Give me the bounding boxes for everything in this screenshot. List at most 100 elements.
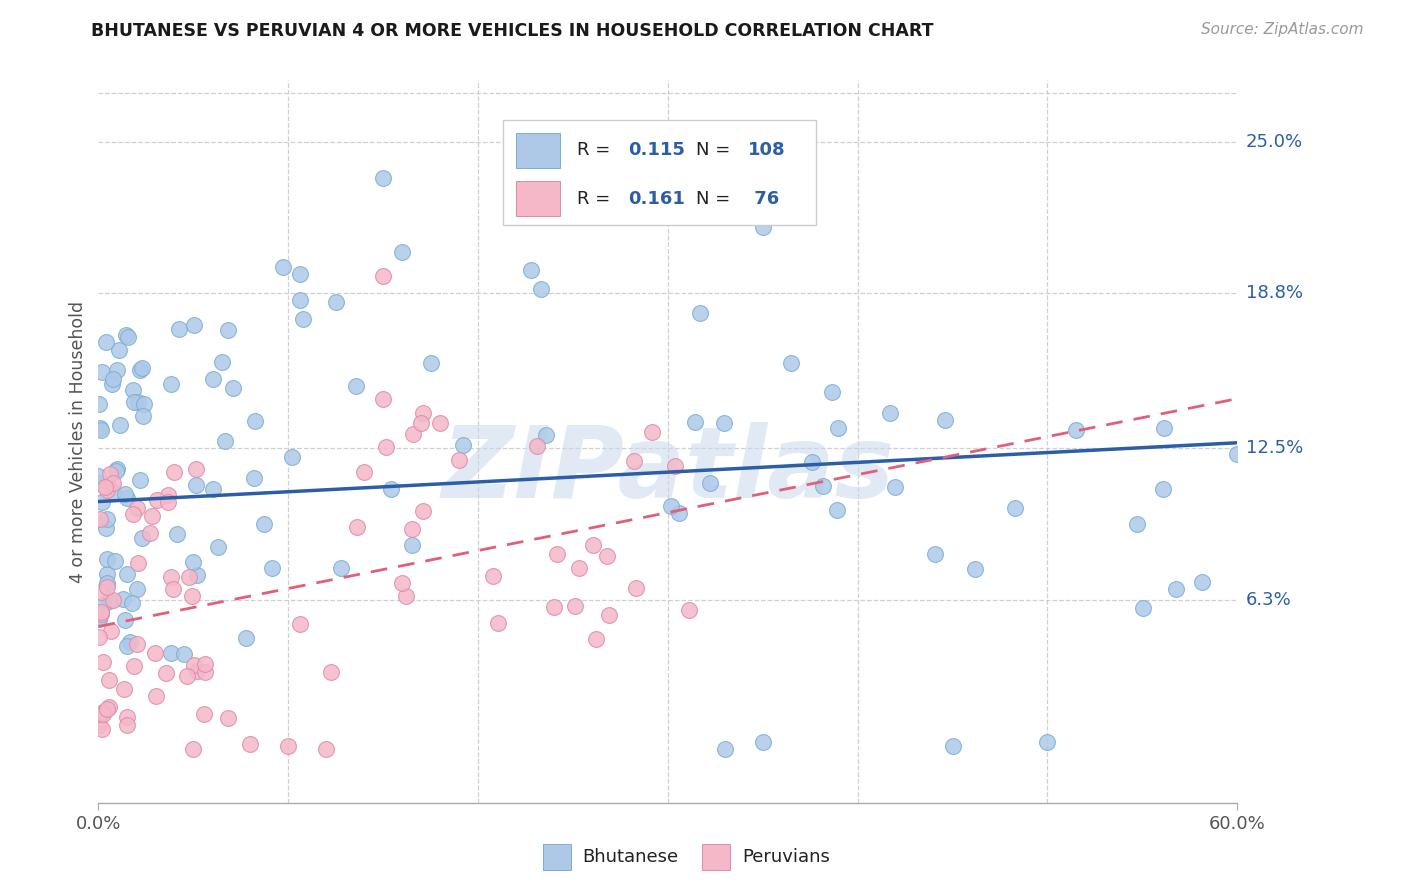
Point bbox=[520, 263, 543, 277]
Point bbox=[94, 335, 117, 350]
Point bbox=[371, 392, 394, 406]
Point bbox=[125, 500, 148, 515]
Point bbox=[253, 516, 276, 531]
Text: 18.8%: 18.8% bbox=[1246, 285, 1302, 302]
Point bbox=[243, 414, 266, 428]
Point bbox=[262, 561, 284, 575]
Point bbox=[117, 718, 139, 732]
Point bbox=[346, 520, 368, 534]
Point bbox=[641, 425, 664, 439]
Point bbox=[222, 381, 245, 395]
Point bbox=[131, 531, 153, 545]
Point bbox=[145, 690, 167, 704]
Point bbox=[115, 567, 138, 582]
Point bbox=[596, 549, 619, 563]
Point bbox=[193, 657, 215, 671]
Point bbox=[288, 268, 311, 282]
Point bbox=[271, 260, 294, 275]
Point bbox=[115, 491, 138, 505]
Text: N =: N = bbox=[696, 190, 737, 208]
Text: 0.115: 0.115 bbox=[628, 141, 685, 159]
Point bbox=[689, 306, 711, 320]
Point bbox=[114, 613, 136, 627]
Point bbox=[714, 742, 737, 756]
Point bbox=[132, 397, 155, 411]
Point bbox=[598, 607, 620, 622]
Point bbox=[321, 665, 343, 679]
Point bbox=[173, 648, 195, 662]
Point bbox=[678, 603, 700, 617]
Text: 12.5%: 12.5% bbox=[1246, 439, 1303, 457]
Point bbox=[166, 526, 188, 541]
Point bbox=[568, 561, 591, 575]
Point bbox=[374, 440, 396, 454]
Point bbox=[114, 328, 136, 343]
Point bbox=[1164, 582, 1187, 596]
Point bbox=[879, 406, 901, 420]
Point bbox=[183, 657, 205, 672]
Point bbox=[181, 555, 204, 569]
Point bbox=[122, 507, 145, 521]
Point bbox=[122, 395, 145, 409]
Point bbox=[290, 616, 312, 631]
Point bbox=[114, 487, 136, 501]
Point bbox=[117, 330, 139, 344]
Point bbox=[91, 722, 114, 736]
Point bbox=[127, 395, 149, 409]
Text: R =: R = bbox=[576, 190, 616, 208]
Point bbox=[752, 734, 775, 748]
Point bbox=[138, 525, 160, 540]
Point bbox=[163, 465, 186, 479]
Point bbox=[90, 585, 112, 599]
Point bbox=[963, 562, 986, 576]
Text: R =: R = bbox=[576, 141, 616, 159]
Point bbox=[160, 570, 183, 584]
Point bbox=[207, 541, 229, 555]
Point bbox=[160, 376, 183, 391]
Point bbox=[121, 596, 143, 610]
Text: 0.161: 0.161 bbox=[628, 190, 685, 208]
Point bbox=[89, 511, 111, 525]
Text: 6.3%: 6.3% bbox=[1246, 591, 1291, 608]
FancyBboxPatch shape bbox=[516, 133, 560, 168]
Point bbox=[449, 453, 471, 467]
Point bbox=[291, 311, 314, 326]
Point bbox=[683, 415, 706, 429]
Point bbox=[89, 421, 111, 435]
Point bbox=[105, 363, 128, 377]
Point bbox=[664, 458, 686, 473]
Point bbox=[827, 421, 849, 435]
Point bbox=[353, 465, 375, 479]
Point bbox=[101, 475, 124, 490]
Point bbox=[1036, 734, 1059, 748]
Point bbox=[96, 551, 118, 566]
Point bbox=[108, 417, 131, 432]
Point bbox=[934, 412, 956, 426]
Point bbox=[395, 589, 418, 603]
Text: 25.0%: 25.0% bbox=[1246, 133, 1303, 151]
Point bbox=[290, 293, 312, 307]
Point bbox=[623, 454, 645, 468]
Point bbox=[90, 365, 112, 379]
Point bbox=[401, 539, 423, 553]
Point bbox=[564, 599, 586, 613]
Point bbox=[186, 568, 208, 582]
Point bbox=[344, 379, 367, 393]
Point bbox=[89, 612, 111, 626]
Text: BHUTANESE VS PERUVIAN 4 OR MORE VEHICLES IN HOUSEHOLD CORRELATION CHART: BHUTANESE VS PERUVIAN 4 OR MORE VEHICLES… bbox=[91, 22, 934, 40]
Point bbox=[391, 576, 413, 591]
Point bbox=[90, 494, 112, 508]
Point bbox=[1226, 448, 1249, 462]
Point bbox=[202, 372, 225, 386]
Point bbox=[211, 355, 233, 369]
Point bbox=[105, 464, 128, 478]
Text: 108: 108 bbox=[748, 141, 785, 159]
Point bbox=[1191, 574, 1213, 589]
Point bbox=[530, 282, 553, 296]
Point bbox=[96, 580, 118, 594]
Point bbox=[401, 522, 423, 536]
Point bbox=[780, 356, 803, 370]
Point bbox=[202, 482, 225, 496]
Text: Bhutanese: Bhutanese bbox=[582, 848, 679, 866]
Point bbox=[96, 702, 118, 716]
